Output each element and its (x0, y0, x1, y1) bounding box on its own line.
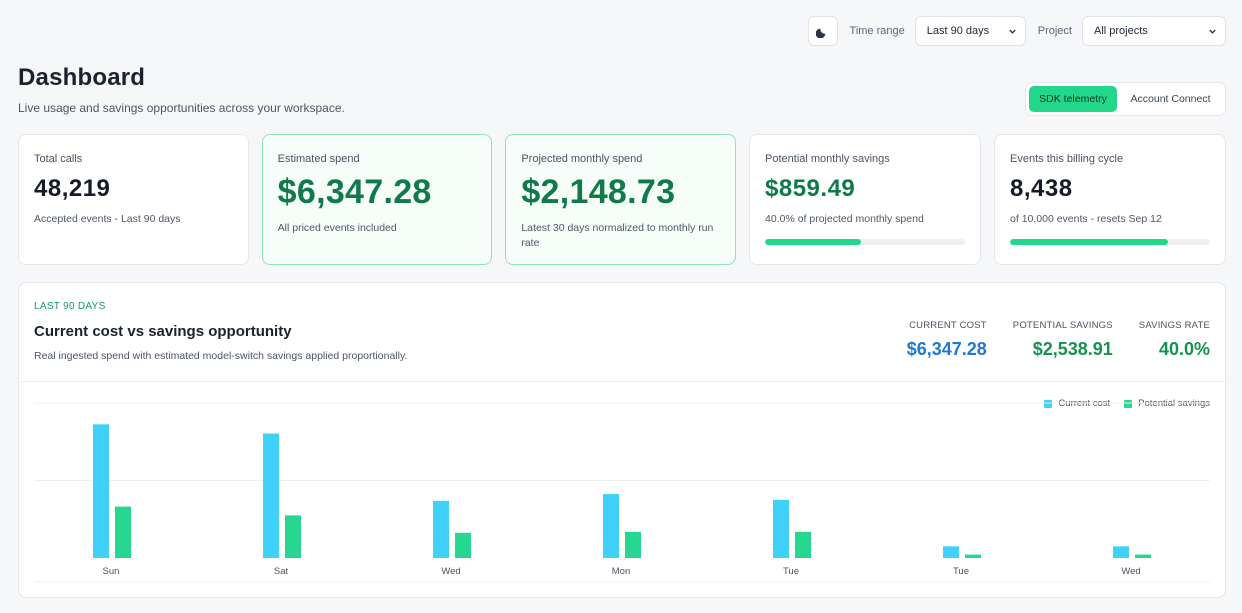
bar-potential-savings (795, 531, 811, 558)
kpi-label: Projected monthly spend (521, 153, 643, 165)
x-tick-label: Sat (274, 566, 289, 577)
stat-value: $2,538.91 (1032, 339, 1113, 359)
bar-current-cost (603, 494, 619, 558)
bar-current-cost (1113, 546, 1129, 558)
time-range-label: Time range (849, 25, 905, 37)
kpi-label: Events this billing cycle (1010, 153, 1124, 165)
stat-label: SAVINGS RATE (1138, 320, 1210, 331)
kpi-note: All priced events included (277, 222, 397, 234)
bar-potential-savings (625, 531, 641, 558)
moon-icon (816, 28, 826, 38)
bar-potential-savings (965, 554, 981, 558)
tab-sdk-telemetry[interactable]: SDK telemetry (1029, 86, 1117, 112)
summary-stats: CURRENT COST $6,347.28 POTENTIAL SAVINGS… (907, 320, 1210, 360)
kpi-label: Estimated spend (277, 153, 360, 165)
panel-subtitle: Real ingested spend with estimated model… (34, 350, 408, 362)
chevron-down-icon (1209, 29, 1216, 34)
progress-fill (1010, 239, 1169, 245)
kpi-cards: Total calls 48,219 Accepted events - Las… (18, 134, 1227, 265)
kpi-note: Accepted events - Last 90 days (34, 213, 181, 225)
x-tick-label: Tue (953, 566, 969, 577)
tab-account-connect[interactable]: Account Connect (1130, 93, 1211, 105)
page-title: Dashboard (18, 64, 146, 91)
cost-savings-panel: LAST 90 DAYS Current cost vs savings opp… (18, 282, 1226, 598)
panel-eyebrow: LAST 90 DAYS (34, 301, 106, 312)
x-tick-label: Wed (1121, 566, 1140, 577)
bar-current-cost (433, 500, 449, 558)
kpi-value: 48,219 (34, 175, 111, 202)
data-source-toggle: SDK telemetry Account Connect (1025, 82, 1226, 116)
progress-bar (1010, 239, 1211, 245)
divider (19, 381, 1225, 382)
bar-potential-savings (285, 515, 301, 558)
kpi-value: $6,347.28 (277, 173, 432, 211)
project-label: Project (1037, 25, 1072, 37)
bar-current-cost (93, 424, 109, 558)
kpi-label: Total calls (34, 153, 83, 165)
time-range-select[interactable]: Last 90 days (914, 16, 1026, 46)
x-tick-label: Sun (103, 566, 120, 577)
bar-potential-savings (455, 532, 471, 558)
progress-fill (765, 239, 862, 245)
stat-label: POTENTIAL SAVINGS (1012, 320, 1113, 331)
theme-toggle-button[interactable] (807, 16, 838, 46)
page-subtitle: Live usage and savings opportunities acr… (18, 101, 345, 115)
kpi-value: $859.49 (765, 175, 856, 202)
stat-savings-rate: SAVINGS RATE 40.0% (1139, 320, 1210, 360)
panel-title: Current cost vs savings opportunity (34, 323, 292, 340)
chevron-down-icon (1009, 29, 1016, 34)
stat-potential-savings: POTENTIAL SAVINGS $2,538.91 (1013, 320, 1113, 360)
stat-value: $6,347.28 (906, 339, 987, 359)
time-range-value: Last 90 days (926, 25, 990, 37)
stat-value: 40.0% (1158, 339, 1210, 359)
bar-potential-savings (115, 506, 131, 558)
stat-current-cost: CURRENT COST $6,347.28 (907, 320, 987, 360)
kpi-note: of 10,000 events - resets Sep 12 (1010, 213, 1162, 225)
kpi-card-billing-events: Events this billing cycle 8,438 of 10,00… (994, 134, 1227, 265)
bar-current-cost (263, 433, 279, 558)
bar-potential-savings (1135, 554, 1151, 558)
cost-savings-chart: Sun Sat Wed Mon Tue Tue Wed (34, 402, 1210, 583)
kpi-value: 8,438 (1010, 175, 1073, 202)
toolbar: Time range Last 90 days Project All proj… (807, 16, 1226, 46)
x-tick-label: Tue (783, 566, 799, 577)
x-tick-label: Wed (441, 566, 460, 577)
kpi-value: $2,148.73 (521, 173, 676, 211)
kpi-card-total-calls: Total calls 48,219 Accepted events - Las… (18, 134, 249, 265)
kpi-note: Latest 30 days normalized to monthly run… (521, 222, 714, 249)
kpi-card-estimated-spend: Estimated spend $6,347.28 All priced eve… (261, 134, 493, 265)
kpi-note: 40.0% of projected monthly spend (765, 213, 924, 225)
kpi-card-projected-monthly-spend: Projected monthly spend $2,148.73 Latest… (505, 134, 737, 265)
bar-current-cost (773, 499, 789, 558)
x-tick-label: Mon (612, 566, 630, 577)
progress-bar (765, 239, 966, 245)
project-value: All projects (1094, 25, 1148, 37)
bar-current-cost (943, 546, 959, 558)
kpi-card-potential-savings: Potential monthly savings $859.49 40.0% … (749, 134, 982, 265)
kpi-label: Potential monthly savings (765, 153, 890, 165)
stat-label: CURRENT COST (909, 320, 987, 331)
project-select[interactable]: All projects (1082, 16, 1226, 46)
